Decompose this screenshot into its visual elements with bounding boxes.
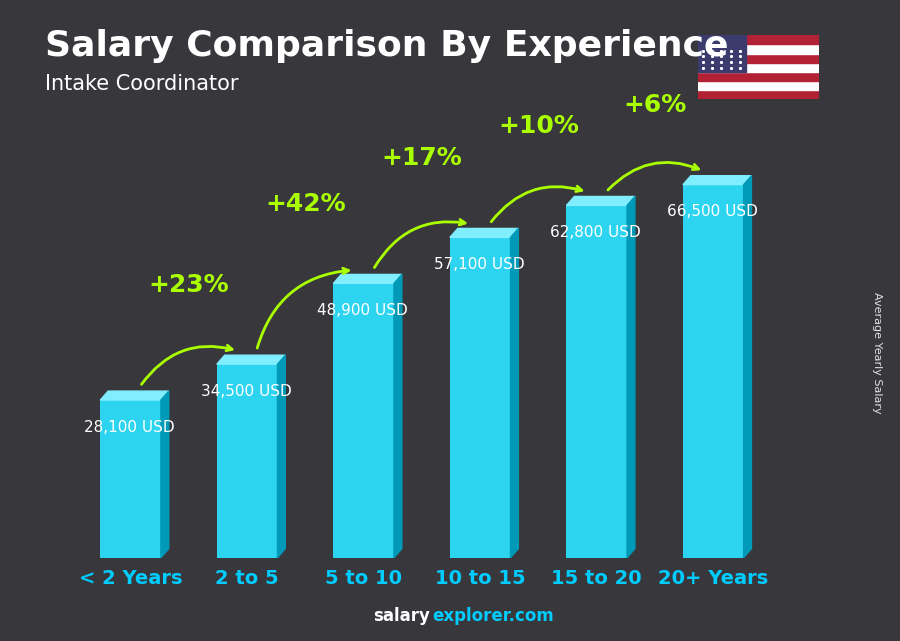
Text: 28,100 USD: 28,100 USD <box>84 420 175 435</box>
Bar <box>698 63 819 72</box>
Bar <box>450 237 510 558</box>
Bar <box>698 72 819 81</box>
Bar <box>217 364 277 558</box>
Bar <box>683 185 743 558</box>
Text: salary: salary <box>374 607 430 625</box>
Text: Intake Coordinator: Intake Coordinator <box>45 74 239 94</box>
Text: 48,900 USD: 48,900 USD <box>317 303 408 318</box>
Text: +42%: +42% <box>266 192 346 216</box>
Text: +6%: +6% <box>624 94 687 117</box>
Bar <box>100 400 161 558</box>
Polygon shape <box>683 176 752 185</box>
Text: 66,500 USD: 66,500 USD <box>667 204 758 219</box>
Text: +17%: +17% <box>382 146 463 170</box>
Text: explorer.com: explorer.com <box>432 607 554 625</box>
Bar <box>566 205 627 558</box>
Text: Average Yearly Salary: Average Yearly Salary <box>872 292 883 413</box>
Bar <box>698 35 746 72</box>
Bar <box>698 35 819 44</box>
Polygon shape <box>394 274 401 558</box>
Bar <box>698 81 819 90</box>
Polygon shape <box>333 274 401 283</box>
Bar <box>333 283 394 558</box>
Polygon shape <box>450 228 518 237</box>
Polygon shape <box>100 391 169 400</box>
Bar <box>698 44 819 54</box>
Polygon shape <box>627 196 634 558</box>
Text: 62,800 USD: 62,800 USD <box>550 225 641 240</box>
Bar <box>698 90 819 99</box>
Text: 34,500 USD: 34,500 USD <box>201 384 292 399</box>
Text: 57,100 USD: 57,100 USD <box>434 257 525 272</box>
Polygon shape <box>217 355 285 364</box>
Polygon shape <box>566 196 634 205</box>
Text: +23%: +23% <box>148 273 230 297</box>
Text: +10%: +10% <box>498 114 579 138</box>
Polygon shape <box>161 391 169 558</box>
Polygon shape <box>277 355 285 558</box>
Polygon shape <box>510 228 518 558</box>
Bar <box>698 54 819 63</box>
Text: Salary Comparison By Experience: Salary Comparison By Experience <box>45 29 728 63</box>
Polygon shape <box>743 176 752 558</box>
